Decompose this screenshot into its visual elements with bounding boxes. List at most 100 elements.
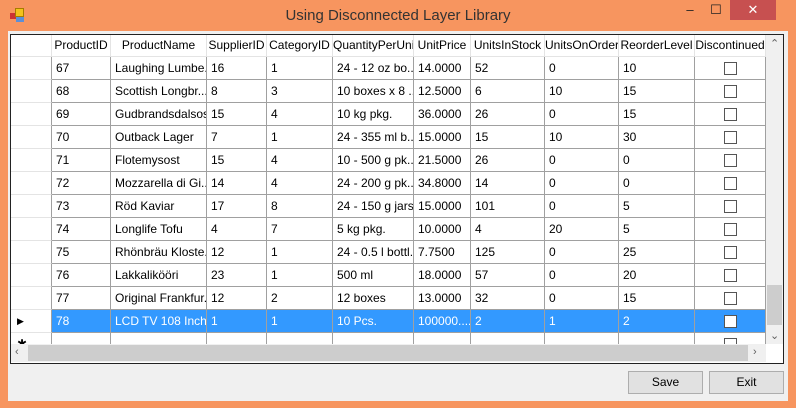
table-cell[interactable]: 74: [52, 218, 111, 241]
table-cell[interactable]: 1: [267, 241, 333, 264]
discontinued-checkbox-cell[interactable]: [695, 149, 766, 172]
row-header[interactable]: [11, 103, 52, 126]
table-cell[interactable]: 0: [545, 195, 619, 218]
table-cell[interactable]: LCD TV 108 Inch: [111, 310, 207, 333]
table-cell[interactable]: 24 - 12 oz bo...: [333, 57, 414, 80]
table-cell[interactable]: 10 - 500 g pk...: [333, 149, 414, 172]
table-cell[interactable]: Rhönbräu Kloste...: [111, 241, 207, 264]
table-cell[interactable]: 12.5000: [414, 80, 471, 103]
table-cell[interactable]: Original Frankfur...: [111, 287, 207, 310]
maximize-button[interactable]: ☐: [710, 2, 722, 17]
discontinued-checkbox[interactable]: [724, 131, 737, 144]
table-cell[interactable]: 24 - 150 g jars: [333, 195, 414, 218]
table-cell[interactable]: 6: [471, 80, 545, 103]
horizontal-scroll-thumb[interactable]: [28, 345, 748, 361]
table-cell[interactable]: 14: [207, 172, 267, 195]
row-header[interactable]: [11, 80, 52, 103]
table-cell[interactable]: 13.0000: [414, 287, 471, 310]
discontinued-checkbox[interactable]: [724, 85, 737, 98]
table-cell[interactable]: 2: [471, 310, 545, 333]
row-header[interactable]: [11, 195, 52, 218]
table-cell[interactable]: Mozzarella di Gi...: [111, 172, 207, 195]
table-cell[interactable]: 5: [619, 195, 695, 218]
table-cell[interactable]: 0: [545, 57, 619, 80]
table-cell[interactable]: 0: [545, 103, 619, 126]
discontinued-checkbox-cell[interactable]: [695, 195, 766, 218]
table-cell[interactable]: 15.0000: [414, 126, 471, 149]
scroll-right-icon[interactable]: ›: [753, 346, 757, 358]
discontinued-checkbox[interactable]: [724, 108, 737, 121]
row-header[interactable]: [11, 218, 52, 241]
table-cell[interactable]: 4: [471, 218, 545, 241]
row-header[interactable]: [11, 126, 52, 149]
column-header-categoryid[interactable]: CategoryID: [267, 35, 333, 57]
table-cell[interactable]: 4: [267, 103, 333, 126]
row-header[interactable]: [11, 264, 52, 287]
table-cell[interactable]: 15: [619, 287, 695, 310]
table-cell[interactable]: 24 - 200 g pk...: [333, 172, 414, 195]
table-cell[interactable]: 67: [52, 57, 111, 80]
table-cell[interactable]: Flotemysost: [111, 149, 207, 172]
discontinued-checkbox-cell[interactable]: [695, 80, 766, 103]
row-header[interactable]: [11, 241, 52, 264]
table-cell[interactable]: 15: [619, 80, 695, 103]
scroll-up-icon[interactable]: ⌃: [770, 38, 780, 50]
table-cell[interactable]: Lakkalikööri: [111, 264, 207, 287]
table-cell[interactable]: 10: [545, 80, 619, 103]
discontinued-checkbox[interactable]: [724, 246, 737, 259]
table-cell[interactable]: 5: [619, 218, 695, 241]
table-cell[interactable]: 1: [267, 310, 333, 333]
table-cell[interactable]: 7: [207, 126, 267, 149]
table-cell[interactable]: 16: [207, 57, 267, 80]
table-cell[interactable]: 20: [545, 218, 619, 241]
table-cell[interactable]: 10 boxes x 8 ...: [333, 80, 414, 103]
vertical-scroll-thumb[interactable]: [767, 285, 782, 325]
row-header[interactable]: [11, 149, 52, 172]
table-cell[interactable]: 72: [52, 172, 111, 195]
table-cell[interactable]: 30: [619, 126, 695, 149]
discontinued-checkbox-cell[interactable]: [695, 126, 766, 149]
table-cell[interactable]: 78: [52, 310, 111, 333]
table-cell[interactable]: 10: [545, 126, 619, 149]
discontinued-checkbox[interactable]: [724, 292, 737, 305]
discontinued-checkbox-cell[interactable]: [695, 103, 766, 126]
table-cell[interactable]: 12: [207, 241, 267, 264]
table-cell[interactable]: 24 - 0.5 l bottl...: [333, 241, 414, 264]
table-cell[interactable]: 12 boxes: [333, 287, 414, 310]
table-cell[interactable]: Scottish Longbr...: [111, 80, 207, 103]
table-cell[interactable]: 10.0000: [414, 218, 471, 241]
row-header[interactable]: [11, 172, 52, 195]
discontinued-checkbox-cell[interactable]: [695, 241, 766, 264]
table-cell[interactable]: 10 kg pkg.: [333, 103, 414, 126]
discontinued-checkbox-cell[interactable]: [695, 57, 766, 80]
scroll-down-icon[interactable]: ⌄: [770, 330, 780, 342]
table-cell[interactable]: 68: [52, 80, 111, 103]
table-cell[interactable]: 1: [267, 126, 333, 149]
table-cell[interactable]: Outback Lager: [111, 126, 207, 149]
column-header-quantityperunit[interactable]: QuantityPerUnit: [333, 35, 414, 57]
table-cell[interactable]: 8: [267, 195, 333, 218]
table-cell[interactable]: 2: [619, 310, 695, 333]
save-button[interactable]: Save: [628, 371, 703, 394]
column-header-productname[interactable]: ProductName: [111, 35, 207, 57]
vertical-scrollbar[interactable]: ⌃ ⌄: [766, 35, 783, 344]
discontinued-checkbox-cell[interactable]: [695, 172, 766, 195]
column-header-supplierid[interactable]: SupplierID: [207, 35, 267, 57]
table-cell[interactable]: 20: [619, 264, 695, 287]
discontinued-checkbox[interactable]: [724, 154, 737, 167]
table-cell[interactable]: 75: [52, 241, 111, 264]
table-cell[interactable]: 36.0000: [414, 103, 471, 126]
column-header-discontinued[interactable]: Discontinued: [695, 35, 766, 57]
column-header-unitsonorder[interactable]: UnitsOnOrder: [545, 35, 619, 57]
table-cell[interactable]: 2: [267, 287, 333, 310]
table-cell[interactable]: Longlife Tofu: [111, 218, 207, 241]
table-cell[interactable]: 0: [619, 172, 695, 195]
table-cell[interactable]: 4: [267, 172, 333, 195]
table-cell[interactable]: 14: [471, 172, 545, 195]
table-cell[interactable]: 7: [267, 218, 333, 241]
table-cell[interactable]: 4: [207, 218, 267, 241]
table-cell[interactable]: 125: [471, 241, 545, 264]
table-cell[interactable]: 26: [471, 149, 545, 172]
table-cell[interactable]: 1: [545, 310, 619, 333]
table-cell[interactable]: 7.7500: [414, 241, 471, 264]
